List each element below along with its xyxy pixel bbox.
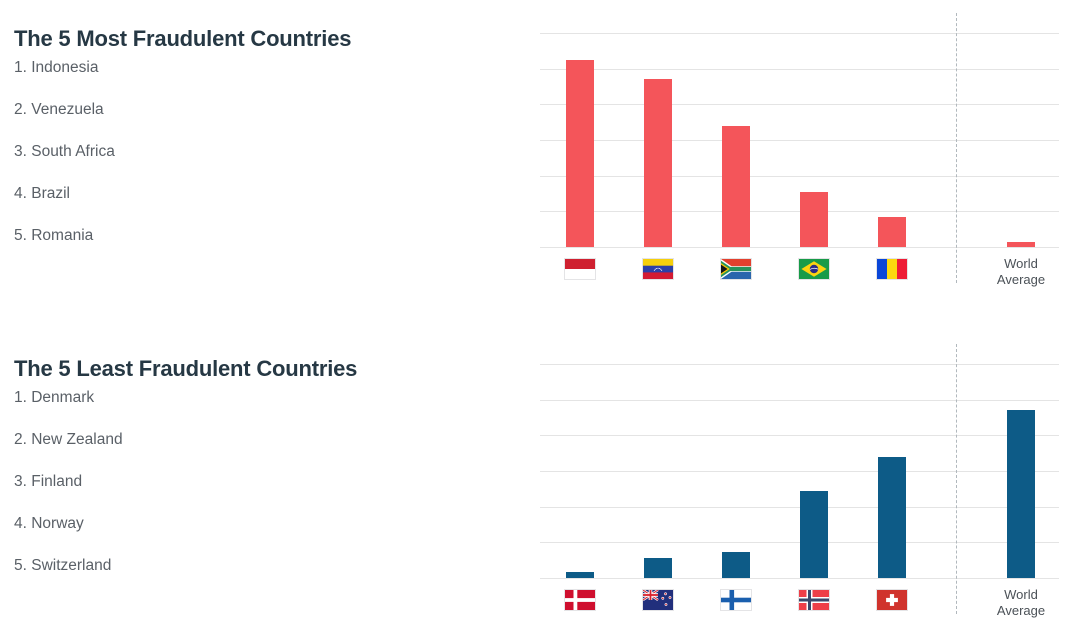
gridline	[540, 435, 1059, 436]
most-fraudulent-title: The 5 Most Fraudulent Countries	[14, 26, 352, 52]
world-average-separator-line	[956, 13, 957, 283]
bar-indonesia	[566, 60, 594, 247]
most-list-item-1: 1. Indonesia	[14, 59, 99, 76]
gridline	[540, 69, 1059, 70]
bar-world-average	[1007, 242, 1035, 247]
world-average-label: World Average	[996, 587, 1046, 618]
bar-south-africa	[722, 126, 750, 247]
norway-flag-icon	[799, 590, 829, 610]
least-list-item-3: 3. Finland	[14, 473, 83, 490]
gridline	[540, 33, 1059, 34]
bar-norway	[800, 491, 828, 578]
gridline	[540, 247, 1059, 248]
bar-finland	[722, 552, 750, 578]
most-fraudulent-chart: World Average	[540, 13, 1059, 293]
bar-world-average	[1007, 410, 1035, 578]
world-average-label: World Average	[996, 256, 1046, 287]
gridline	[540, 104, 1059, 105]
denmark-flag-icon	[565, 590, 595, 610]
indonesia-flag-icon	[565, 259, 595, 279]
bar-switzerland	[878, 457, 906, 578]
world-average-separator-line	[956, 344, 957, 614]
brazil-flag-icon	[799, 259, 829, 279]
bar-new-zealand	[644, 558, 672, 578]
gridline	[540, 364, 1059, 365]
gridline	[540, 578, 1059, 579]
most-list-item-3: 3. South Africa	[14, 143, 115, 160]
gridline	[540, 471, 1059, 472]
gridline	[540, 507, 1059, 508]
bar-romania	[878, 217, 906, 247]
romania-flag-icon	[877, 259, 907, 279]
south-africa-flag-icon	[721, 259, 751, 279]
gridline	[540, 542, 1059, 543]
gridline	[540, 211, 1059, 212]
least-list-item-5: 5. Switzerland	[14, 557, 112, 574]
least-fraudulent-chart: World Average	[540, 344, 1059, 624]
bar-denmark	[566, 572, 594, 578]
gridline	[540, 400, 1059, 401]
venezuela-flag-icon	[643, 259, 673, 279]
gridline	[540, 140, 1059, 141]
least-fraudulent-title: The 5 Least Fraudulent Countries	[14, 356, 358, 382]
bar-brazil	[800, 192, 828, 247]
finland-flag-icon	[721, 590, 751, 610]
most-list-item-5: 5. Romania	[14, 227, 94, 244]
most-list-item-2: 2. Venezuela	[14, 101, 104, 118]
least-list-item-4: 4. Norway	[14, 515, 84, 532]
switzerland-flag-icon	[877, 590, 907, 610]
most-list-item-4: 4. Brazil	[14, 185, 70, 202]
gridline	[540, 176, 1059, 177]
least-list-item-2: 2. New Zealand	[14, 431, 123, 448]
new-zealand-flag-icon	[643, 590, 673, 610]
least-list-item-1: 1. Denmark	[14, 389, 95, 406]
bar-venezuela	[644, 79, 672, 247]
